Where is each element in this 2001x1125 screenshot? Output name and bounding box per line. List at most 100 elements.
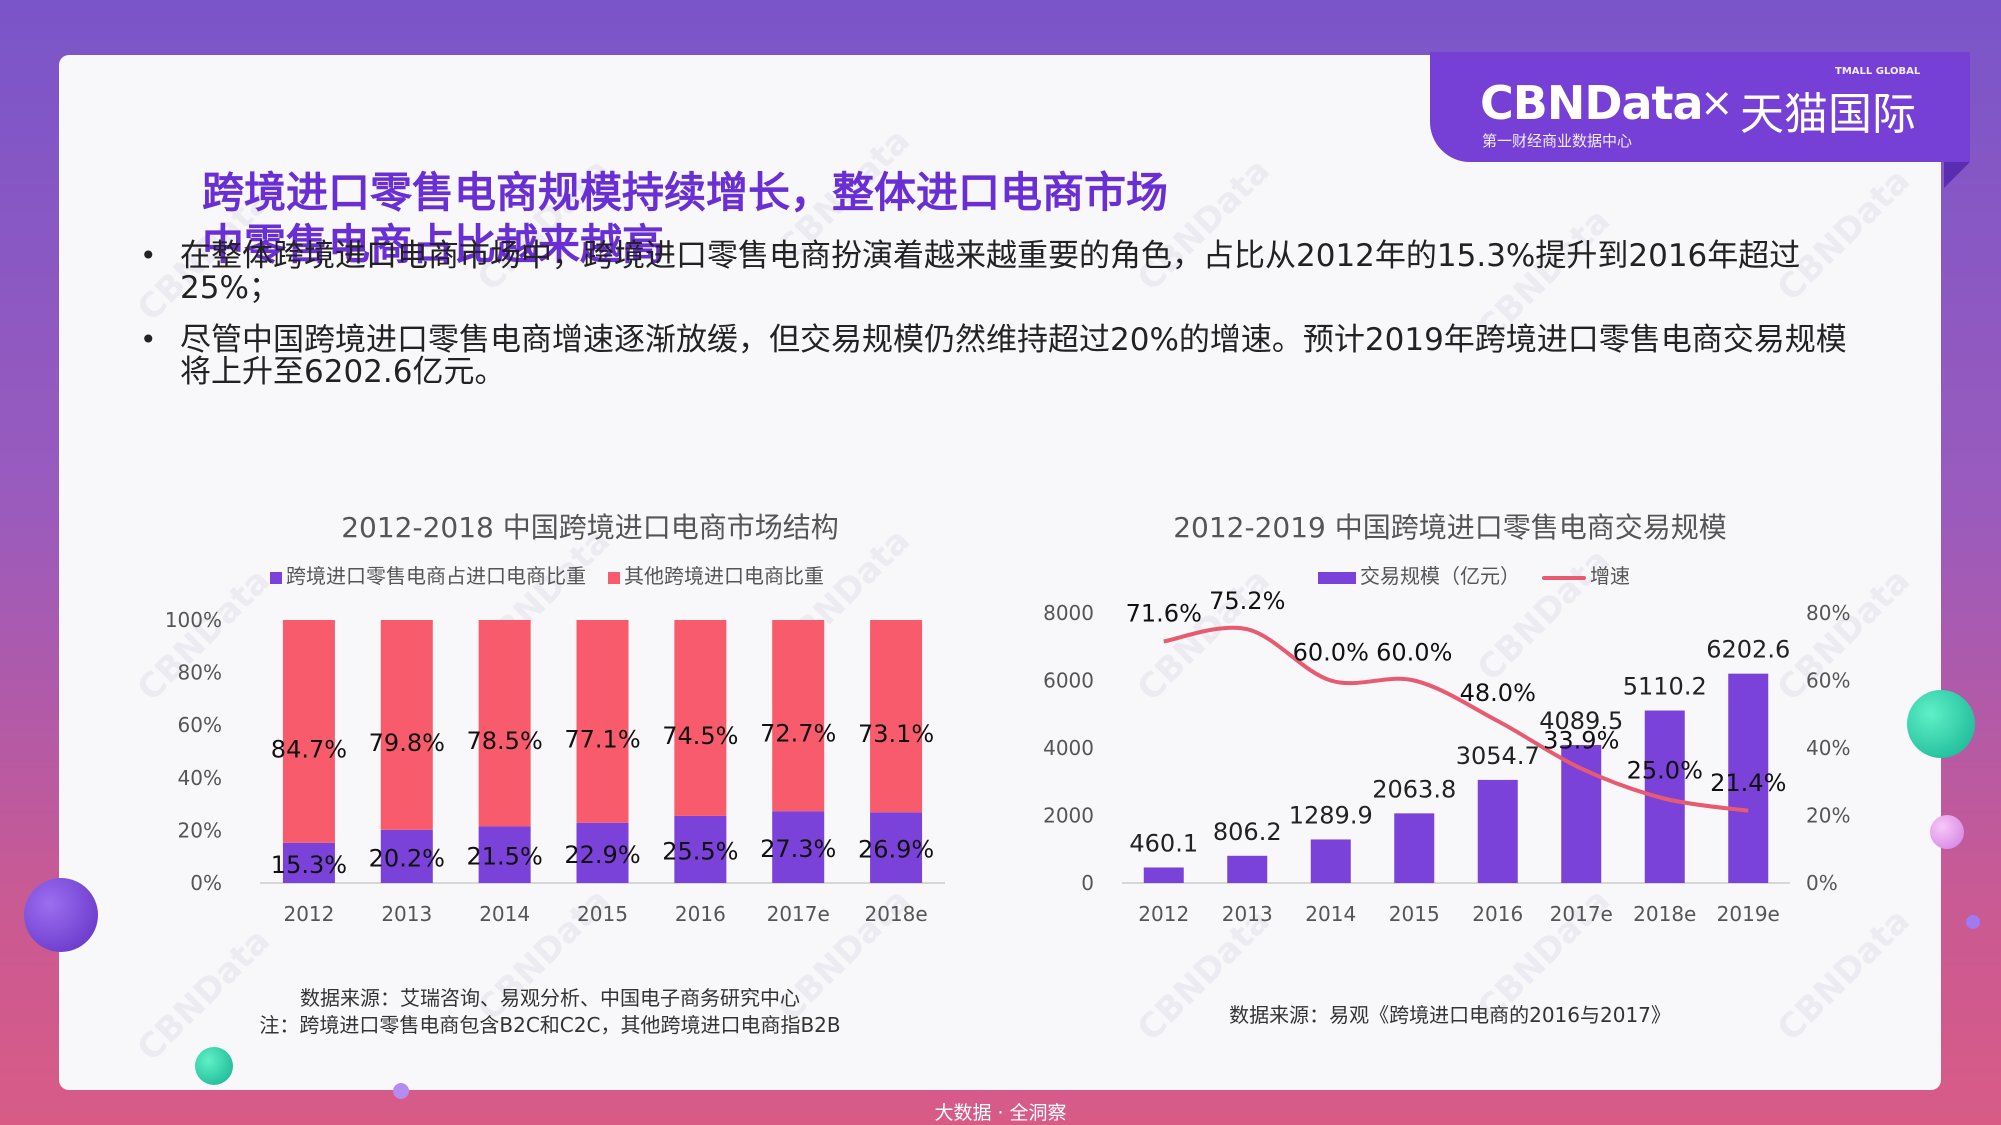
decor-circle-teal xyxy=(1907,690,1975,758)
legend-label: 增速 xyxy=(1590,564,1630,588)
y-tick-label: 20% xyxy=(178,818,222,842)
chart1-source: 数据来源：艾瑞咨询、易观分析、中国电子商务研究中心 注：跨境进口零售电商包含B2… xyxy=(200,985,900,1039)
x-tick-label: 2019e xyxy=(1717,902,1780,926)
data-label: 25.5% xyxy=(662,837,738,865)
x-tick-label: 2012 xyxy=(1138,902,1189,926)
bar-segment xyxy=(870,620,923,813)
line-value-label: 25.0% xyxy=(1627,757,1703,785)
y-tick-label: 60% xyxy=(178,713,222,737)
y-right-tick-label: 20% xyxy=(1806,804,1850,828)
y-left-tick-label: 0 xyxy=(1081,871,1094,895)
bar xyxy=(1143,867,1184,883)
bullet-list: 在整体跨境进口电商市场中，跨境进口零售电商扮演着越来越重要的角色，占比从2012… xyxy=(140,240,1860,408)
bar-segment xyxy=(674,815,727,883)
line-value-label: 60.0% xyxy=(1293,639,1369,667)
y-right-tick-label: 40% xyxy=(1806,736,1850,760)
decor-circle-purple xyxy=(24,878,98,952)
data-label: 79.8% xyxy=(369,729,445,757)
brand-subtitle: 第一财经商业数据中心 xyxy=(1482,132,1633,150)
bar-value-label: 6202.6 xyxy=(1706,636,1790,664)
line-value-label: 33.9% xyxy=(1543,727,1619,755)
x-tick-label: 2017e xyxy=(767,902,830,926)
legend-label: 其他跨境进口电商比重 xyxy=(624,564,824,588)
x-tick-label: 2014 xyxy=(1305,902,1356,926)
legend-label: 跨境进口零售电商占进口电商比重 xyxy=(286,564,586,588)
chart1-title: 2012-2018 中国跨境进口电商市场结构 xyxy=(341,511,839,544)
y-right-tick-label: 80% xyxy=(1806,601,1850,625)
decor-circle-teal-small xyxy=(195,1047,233,1085)
tmall-global-en: TMALL GLOBAL xyxy=(1835,66,1921,77)
y-left-tick-label: 4000 xyxy=(1043,736,1094,760)
line-value-label: 60.0% xyxy=(1376,639,1452,667)
bar-segment xyxy=(674,620,727,816)
legend-swatch xyxy=(1318,571,1356,584)
bar-value-label: 4089.5 xyxy=(1539,707,1623,735)
bar-value-label: 5110.2 xyxy=(1623,673,1707,701)
bar-segment xyxy=(380,620,433,830)
data-label: 72.7% xyxy=(760,720,836,748)
x-tick-label: 2015 xyxy=(577,902,628,926)
bar-segment xyxy=(478,826,531,883)
legend-item-volume: 交易规模（亿元） xyxy=(1318,560,1520,589)
brand-times: × xyxy=(1700,80,1734,126)
chart2-legend: 交易规模（亿元） 增速 xyxy=(1318,560,1630,589)
bar-segment xyxy=(772,811,825,883)
data-label: 27.3% xyxy=(760,835,836,863)
legend-swatch xyxy=(608,571,620,584)
x-tick-label: 2013 xyxy=(381,902,432,926)
data-label: 78.5% xyxy=(467,727,543,755)
line-value-label: 48.0% xyxy=(1460,679,1536,707)
legend-label: 交易规模（亿元） xyxy=(1360,564,1520,588)
decor-circle-pink xyxy=(1930,815,1964,849)
x-tick-label: 2014 xyxy=(479,902,530,926)
x-tick-label: 2016 xyxy=(1472,902,1523,926)
y-left-tick-label: 2000 xyxy=(1043,804,1094,828)
bar xyxy=(1394,813,1435,883)
legend-item-share: 跨境进口零售电商占进口电商比重 xyxy=(270,560,586,589)
bar xyxy=(1227,855,1268,883)
bullet-item: 尽管中国跨境进口零售电商增速逐渐放缓，但交易规模仍然维持超过20%的增速。预计2… xyxy=(140,324,1860,388)
bar-segment xyxy=(478,620,531,827)
bar-segment xyxy=(380,829,433,883)
source-line: 数据来源：易观《跨境进口电商的2016与2017》 xyxy=(1229,1003,1671,1027)
data-label: 77.1% xyxy=(564,725,640,753)
bar xyxy=(1310,839,1351,883)
legend-line xyxy=(1542,575,1586,580)
bar-segment xyxy=(282,620,335,843)
bar xyxy=(1477,779,1518,883)
slide-card: CBNData CBNData CBNData CBNData CBNData CBNDa… xyxy=(59,55,1941,1090)
tmall-global-logo: 天猫国际 xyxy=(1740,89,1916,140)
data-label: 22.9% xyxy=(564,841,640,869)
x-tick-label: 2018e xyxy=(1633,902,1696,926)
legend-item-growth: 增速 xyxy=(1542,560,1630,589)
banner-fold xyxy=(1944,162,1970,188)
y-tick-label: 80% xyxy=(178,661,222,685)
bar-value-label: 3054.7 xyxy=(1456,742,1540,770)
x-tick-label: 2013 xyxy=(1222,902,1273,926)
bar-value-label: 2063.8 xyxy=(1372,775,1456,803)
y-tick-label: 100% xyxy=(165,608,222,632)
chart2-title: 2012-2019 中国跨境进口零售电商交易规模 xyxy=(1173,511,1727,544)
line-value-label: 75.2% xyxy=(1209,587,1285,615)
bar-value-label: 460.1 xyxy=(1129,829,1198,857)
bar-value-label: 1289.9 xyxy=(1289,801,1373,829)
data-label: 21.5% xyxy=(467,843,543,871)
chart2-source: 数据来源：易观《跨境进口电商的2016与2017》 xyxy=(1100,1002,1800,1029)
y-left-tick-label: 6000 xyxy=(1043,669,1094,693)
legend-item-other: 其他跨境进口电商比重 xyxy=(608,560,824,589)
source-line: 数据来源：艾瑞咨询、易观分析、中国电子商务研究中心 xyxy=(300,986,800,1010)
bar-segment xyxy=(282,842,335,883)
data-label: 15.3% xyxy=(271,851,347,879)
y-right-tick-label: 60% xyxy=(1806,669,1850,693)
growth-line xyxy=(1163,625,1749,813)
brand-banner: CBNData × 天猫国际 TMALL GLOBAL 第一财经商业数据中心 xyxy=(1430,52,1970,162)
bar-value-label: 806.2 xyxy=(1213,818,1282,846)
bar xyxy=(1728,673,1769,883)
x-tick-label: 2016 xyxy=(675,902,726,926)
y-left-tick-label: 8000 xyxy=(1043,601,1094,625)
y-tick-label: 40% xyxy=(178,766,222,790)
bar xyxy=(1561,744,1602,883)
bar-segment xyxy=(870,812,923,883)
line-value-label: 21.4% xyxy=(1710,769,1786,797)
